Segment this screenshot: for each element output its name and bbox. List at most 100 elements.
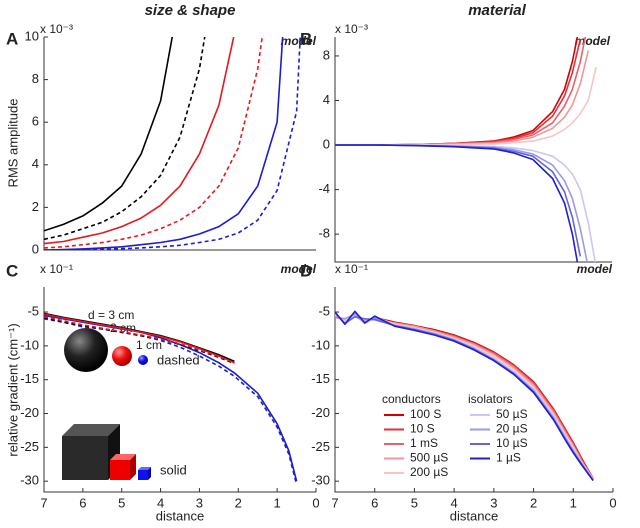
series-line (335, 144, 588, 262)
sphere (64, 328, 108, 372)
x-tick-label: 1 (570, 495, 577, 510)
sphere (112, 346, 132, 366)
legend-label: 50 µS (496, 407, 528, 421)
series-line (44, 37, 174, 232)
inset-label: dashed (157, 352, 200, 367)
legend-label: 500 µS (410, 451, 448, 465)
y-tick-label: 10 (25, 28, 39, 43)
legend-label: 1 µS (496, 451, 521, 465)
y-axis-label: relative gradient (cm⁻¹) (5, 323, 20, 456)
x-axis-label: distance (156, 508, 204, 523)
series-line (44, 313, 235, 364)
y-axis-label: RMS amplitude (5, 99, 20, 188)
y-tick-label: -20 (311, 405, 330, 420)
legend-label: 20 µS (496, 422, 528, 436)
series-line (44, 37, 284, 250)
legend-title: isolators (468, 392, 513, 406)
panel-letter: A (6, 29, 18, 48)
series-line (335, 144, 579, 262)
x-axis-label: distance (450, 508, 498, 523)
y-multiplier: x 10⁻³ (40, 22, 73, 36)
x-tick-label: 6 (371, 495, 378, 510)
cube (110, 454, 136, 480)
x-tick-label: 7 (40, 495, 47, 510)
inset: d = 3 cm 2 cm 1 cm dashed solid (62, 308, 200, 480)
inset-label: solid (160, 462, 187, 477)
panel-letter: D (300, 261, 312, 280)
x-tick-label: 0 (312, 495, 319, 510)
y-tick-label: -15 (20, 371, 39, 386)
legend-label: 10 S (410, 422, 435, 436)
sphere (138, 355, 148, 365)
y-tick-label: -5 (27, 303, 39, 318)
x-tick-label: 5 (118, 495, 125, 510)
panel-letter: C (6, 261, 18, 280)
series-line (44, 316, 235, 364)
y-tick-label: -15 (311, 371, 330, 386)
legend-label: 200 µS (410, 465, 448, 479)
x-tick-label: 7 (331, 495, 338, 510)
series-line (335, 50, 590, 146)
series-line (44, 37, 206, 241)
y-tick-label: -5 (318, 303, 330, 318)
x-tick-label: 2 (235, 495, 242, 510)
series-line (335, 144, 597, 262)
y-tick-label: 0 (32, 241, 39, 256)
series-line (335, 312, 594, 479)
y-tick-label: -4 (318, 181, 330, 196)
series-line (44, 37, 301, 250)
panel-letter: B (300, 29, 312, 48)
plot-area (335, 37, 597, 262)
series-line (335, 37, 579, 146)
x-tick-label: 5 (411, 495, 418, 510)
annotation: model (281, 34, 317, 48)
series-line (335, 310, 594, 481)
y-tick-label: 8 (32, 71, 39, 86)
y-tick-label: -8 (318, 226, 330, 241)
x-tick-label: 4 (451, 495, 458, 510)
y-multiplier: x 10⁻³ (335, 22, 368, 36)
series-line (44, 37, 263, 249)
series-line (44, 37, 235, 245)
x-tick-label: 2 (530, 495, 537, 510)
inset-label: 1 cm (136, 338, 162, 352)
series-line (335, 311, 594, 480)
panel-title: size & shape (145, 2, 236, 19)
plot-area (335, 310, 594, 481)
y-tick-label: -30 (311, 473, 330, 488)
axis-line (43, 37, 316, 251)
y-multiplier: x 10⁻¹ (40, 262, 73, 276)
annotation: model (577, 262, 613, 276)
y-tick-label: 4 (323, 92, 330, 107)
x-tick-label: 3 (490, 495, 497, 510)
y-tick-label: 8 (323, 47, 330, 62)
axis-line (334, 37, 612, 263)
y-tick-label: 2 (32, 199, 39, 214)
annotation: model (281, 262, 317, 276)
y-tick-label: -25 (311, 439, 330, 454)
x-tick-label: 4 (157, 495, 164, 510)
x-tick-label: 3 (196, 495, 203, 510)
series-line (335, 312, 594, 481)
panel-title: material (468, 2, 526, 19)
plot-area (44, 312, 298, 485)
y-tick-label: -10 (311, 337, 330, 352)
y-tick-label: -25 (20, 439, 39, 454)
x-tick-label: 0 (609, 495, 616, 510)
plot-area (44, 37, 301, 250)
legend-label: 10 µS (496, 436, 528, 450)
cube (138, 467, 151, 480)
y-tick-label: -10 (20, 337, 39, 352)
y-tick-label: -20 (20, 405, 39, 420)
y-tick-label: 4 (32, 156, 39, 171)
y-tick-label: -30 (20, 473, 39, 488)
legend-label: 1 mS (410, 436, 438, 450)
inset-label: d = 3 cm (88, 308, 134, 322)
series-line (335, 66, 597, 146)
series-line (335, 144, 582, 257)
legend-title: conductors (382, 392, 441, 406)
series-line (335, 37, 587, 146)
y-tick-label: 6 (32, 114, 39, 129)
x-tick-label: 6 (79, 495, 86, 510)
